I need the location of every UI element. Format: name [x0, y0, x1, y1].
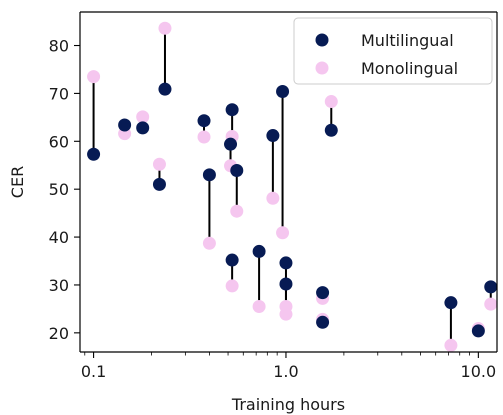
x-axis-title: Training hours [231, 395, 345, 414]
multilingual-point [324, 123, 338, 137]
legend-marker-multilingual [315, 33, 329, 47]
y-tick-label: 40 [49, 228, 69, 247]
y-tick-label: 70 [49, 84, 69, 103]
monolingual-point [252, 300, 266, 314]
monolingual-point [444, 338, 458, 352]
monolingual-point [225, 279, 239, 293]
multilingual-point [484, 280, 498, 294]
multilingual-point [316, 286, 330, 300]
multilingual-point [197, 114, 211, 128]
multilingual-point [276, 84, 290, 98]
multilingual-point [279, 277, 293, 291]
multilingual-point [202, 168, 216, 182]
multilingual-point [225, 253, 239, 267]
monolingual-point [197, 130, 211, 144]
monolingual-point [324, 95, 338, 109]
monolingual-point [202, 236, 216, 250]
multilingual-point [266, 129, 280, 143]
y-tick-label: 50 [49, 180, 69, 199]
y-axis-title: CER [8, 166, 27, 198]
legend-label-monolingual: Monolingual [361, 59, 458, 78]
multilingual-point [118, 118, 132, 132]
multilingual-point [152, 177, 166, 191]
multilingual-point [224, 137, 238, 151]
monolingual-point [158, 21, 172, 35]
monolingual-point [276, 226, 290, 240]
x-tick-label: 1.0 [273, 362, 298, 381]
y-tick-label: 20 [49, 324, 69, 343]
monolingual-point [136, 110, 150, 124]
monolingual-point [266, 191, 280, 205]
axes [79, 11, 498, 353]
multilingual-series [87, 82, 498, 338]
multilingual-point [230, 164, 244, 178]
multilingual-point [87, 147, 101, 161]
legend-label-multilingual: Multilingual [361, 31, 454, 50]
multilingual-point [136, 121, 150, 135]
y-axis-ticks: 20 30 40 50 60 70 80 [49, 37, 80, 343]
monolingual-point [484, 297, 498, 311]
y-tick-label: 30 [49, 276, 69, 295]
x-tick-label: 0.1 [81, 362, 106, 381]
multilingual-point [279, 256, 293, 270]
y-tick-label: 80 [49, 37, 69, 56]
x-axis-ticks: 0.1 1.0 10.0 [81, 352, 496, 381]
multilingual-point [471, 324, 485, 338]
monolingual-point [87, 70, 101, 84]
legend-marker-monolingual [315, 61, 329, 75]
legend-box [293, 17, 493, 85]
multilingual-point [225, 103, 239, 117]
multilingual-point [316, 315, 330, 329]
x-tick-label: 10.0 [461, 362, 497, 381]
monolingual-point [279, 307, 293, 321]
y-tick-label: 60 [49, 132, 69, 151]
multilingual-point [158, 82, 172, 96]
monolingual-point [230, 204, 244, 218]
multilingual-point [444, 296, 458, 310]
multilingual-point [252, 244, 266, 258]
legend: Multilingual Monolingual [293, 17, 493, 85]
monolingual-point [152, 157, 166, 171]
